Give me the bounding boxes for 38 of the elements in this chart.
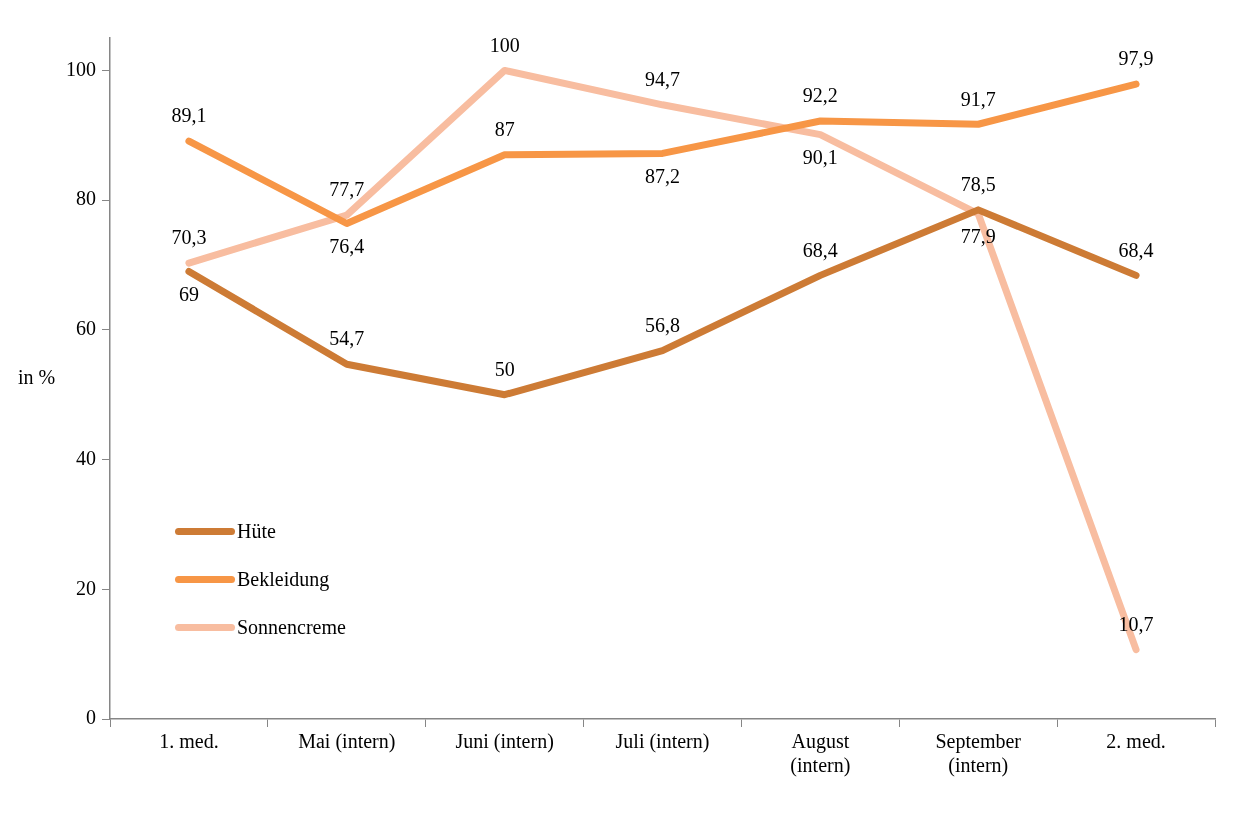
- x-tick-label: September (intern): [935, 730, 1022, 778]
- x-tick-label: August (intern): [790, 730, 851, 778]
- data-label: 87: [494, 117, 515, 140]
- data-label: 77,7: [329, 178, 365, 201]
- y-tick-label: 20: [76, 576, 96, 599]
- legend-label: Bekleidung: [237, 568, 330, 592]
- x-tick-label: 2. med.: [1106, 730, 1166, 753]
- data-label: 70,3: [171, 226, 207, 249]
- y-tick-label: 80: [76, 187, 96, 210]
- legend-label: Sonnencreme: [237, 616, 346, 640]
- data-label: 50: [494, 357, 515, 380]
- y-axis-title: in %: [18, 365, 56, 388]
- data-label: 77,9: [960, 225, 996, 248]
- data-label: 92,2: [802, 84, 838, 107]
- y-tick-label: 40: [76, 446, 96, 469]
- y-tick-label: 60: [76, 317, 96, 340]
- y-tick-label: 0: [86, 706, 96, 729]
- data-label: 87,2: [645, 164, 680, 187]
- x-tick-label: Juni (intern): [455, 730, 554, 754]
- data-label: 78,5: [960, 173, 996, 196]
- data-label: 56,8: [645, 313, 680, 336]
- y-tick-label: 100: [66, 57, 96, 80]
- data-label: 97,9: [1118, 47, 1154, 70]
- x-tick-label: Mai (intern): [298, 730, 396, 754]
- x-tick-label: Juli (intern): [615, 730, 710, 754]
- data-label: 100: [489, 33, 520, 56]
- data-label: 54,7: [329, 327, 365, 350]
- x-tick-label: 1. med.: [159, 730, 219, 753]
- data-label: 91,7: [960, 87, 996, 110]
- legend-label: Hüte: [237, 520, 276, 544]
- data-label: 68,4: [1118, 238, 1154, 261]
- data-label: 10,7: [1118, 612, 1154, 635]
- data-label: 89,1: [171, 104, 207, 127]
- data-label: 68,4: [802, 238, 838, 261]
- data-label: 90,1: [802, 145, 838, 168]
- data-label: 69: [178, 282, 199, 305]
- data-label: 76,4: [329, 234, 365, 257]
- data-label: 94,7: [645, 68, 680, 91]
